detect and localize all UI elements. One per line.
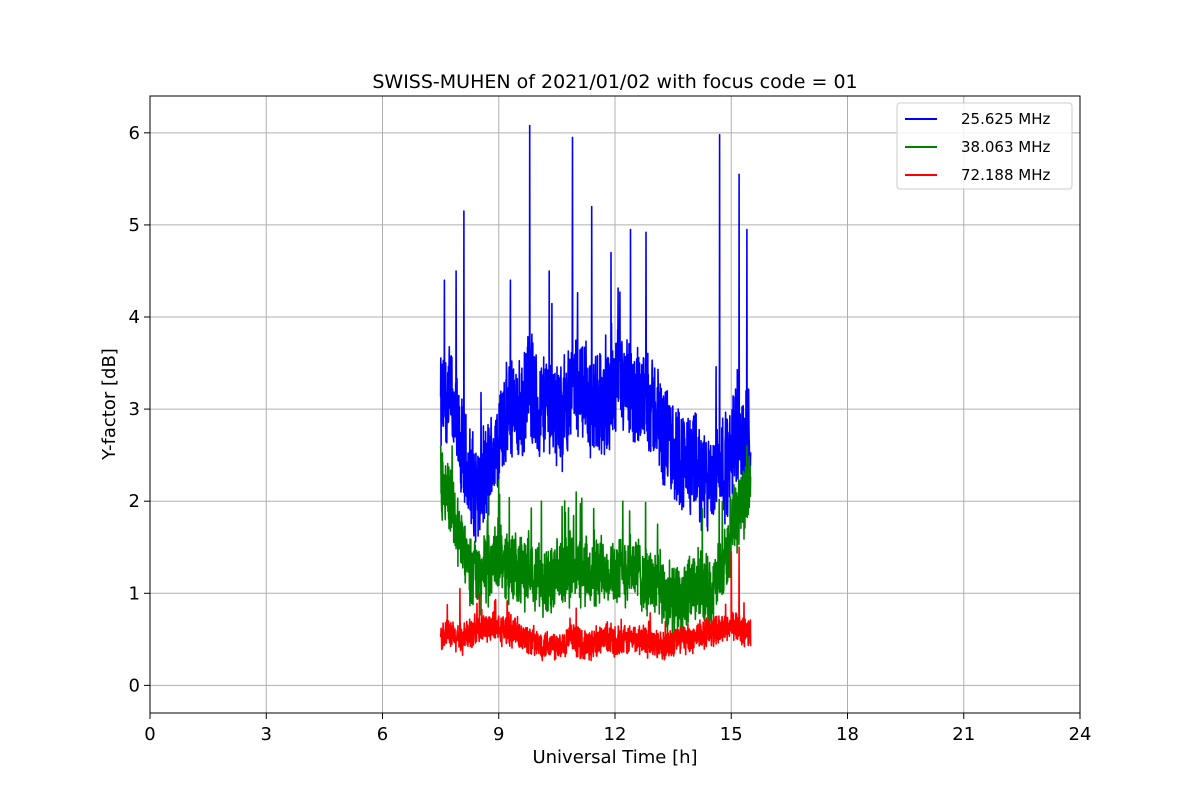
x-tick-label: 9 <box>493 724 504 745</box>
legend: 25.625 MHz 38.063 MHz 72.188 MHz <box>896 102 1073 190</box>
legend-box <box>896 102 1073 190</box>
y-tick-label: 0 <box>129 675 140 696</box>
y-tick-label: 5 <box>129 215 140 236</box>
y-tick-label: 1 <box>129 583 140 604</box>
y-tick-label: 3 <box>129 399 140 420</box>
x-tick-label: 18 <box>836 724 859 745</box>
y-axis: 0 1 2 3 4 5 6 <box>129 123 150 696</box>
plot-area <box>439 124 752 662</box>
chart-title: SWISS-MUHEN of 2021/01/02 with focus cod… <box>372 71 857 93</box>
series-layer <box>439 124 752 662</box>
series-line-3 <box>439 546 752 662</box>
x-tick-label: 12 <box>604 724 627 745</box>
x-tick-label: 24 <box>1069 724 1092 745</box>
x-tick-label: 0 <box>144 724 155 745</box>
x-tick-label: 15 <box>720 724 743 745</box>
legend-label-1: 25.625 MHz <box>961 110 1050 128</box>
y-tick-label: 2 <box>129 491 140 512</box>
series-line-1 <box>439 124 752 543</box>
legend-label-2: 38.063 MHz <box>961 138 1050 156</box>
legend-label-3: 72.188 MHz <box>961 166 1050 184</box>
x-tick-label: 21 <box>952 724 975 745</box>
y-tick-label: 4 <box>129 307 140 328</box>
y-tick-label: 6 <box>129 123 140 144</box>
series-line-2 <box>439 445 752 640</box>
y-axis-label: Y-factor [dB] <box>99 348 120 461</box>
x-axis-label: Universal Time [h] <box>532 747 697 768</box>
x-axis: 0 3 6 9 12 15 18 21 24 <box>144 713 1091 745</box>
x-tick-label: 6 <box>377 724 388 745</box>
x-tick-label: 3 <box>261 724 272 745</box>
